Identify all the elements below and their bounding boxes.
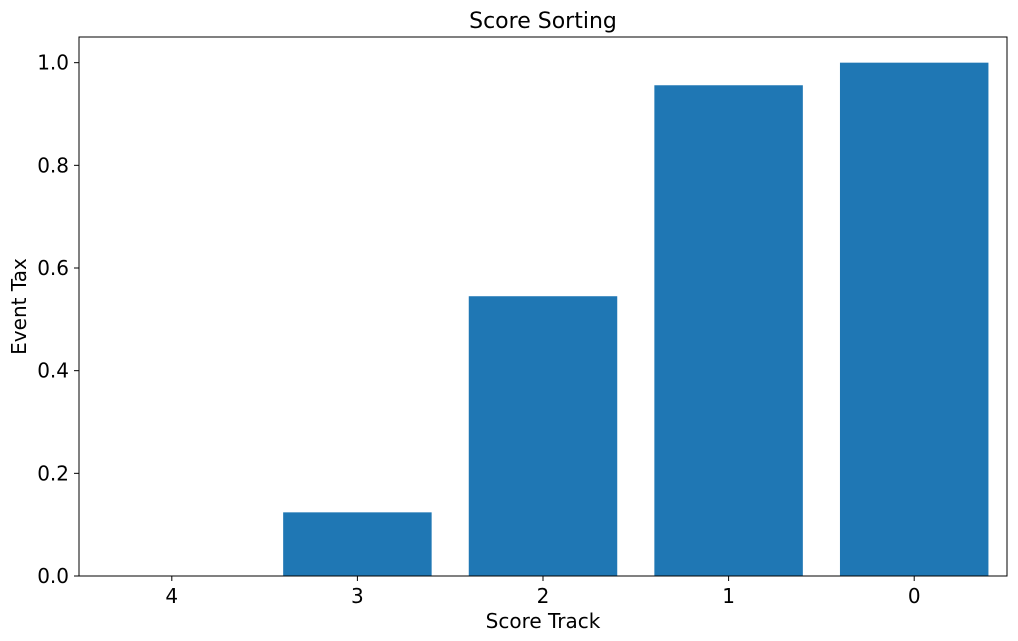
x-ticks-group: 4 3 2 1 0 bbox=[165, 576, 921, 608]
y-tick-label: 0.0 bbox=[37, 564, 69, 588]
x-tick-label: 4 bbox=[165, 584, 178, 608]
bar-0 bbox=[839, 62, 989, 576]
y-tick-label: 0.6 bbox=[37, 256, 69, 280]
y-tick-label: 0.8 bbox=[37, 153, 69, 177]
bars-group bbox=[283, 62, 989, 577]
x-tick-label: 3 bbox=[351, 584, 364, 608]
bar-1 bbox=[654, 85, 803, 577]
y-axis-label: Event Tax bbox=[7, 258, 31, 355]
y-tick-label: 1.0 bbox=[37, 51, 69, 75]
chart-title: Score Sorting bbox=[469, 9, 617, 34]
x-tick-label: 2 bbox=[537, 584, 550, 608]
plot-frame bbox=[78, 36, 1008, 577]
x-tick-label: 1 bbox=[722, 584, 735, 608]
x-axis-label: Score Track bbox=[486, 609, 601, 633]
y-ticks-group: 0.0 0.2 0.4 0.6 0.8 1.0 bbox=[37, 51, 79, 588]
bar-2 bbox=[468, 296, 618, 576]
x-tick-label: 0 bbox=[908, 584, 921, 608]
y-tick-label: 0.2 bbox=[37, 461, 69, 485]
bar-3 bbox=[283, 512, 432, 576]
y-tick-label: 0.4 bbox=[37, 359, 69, 383]
